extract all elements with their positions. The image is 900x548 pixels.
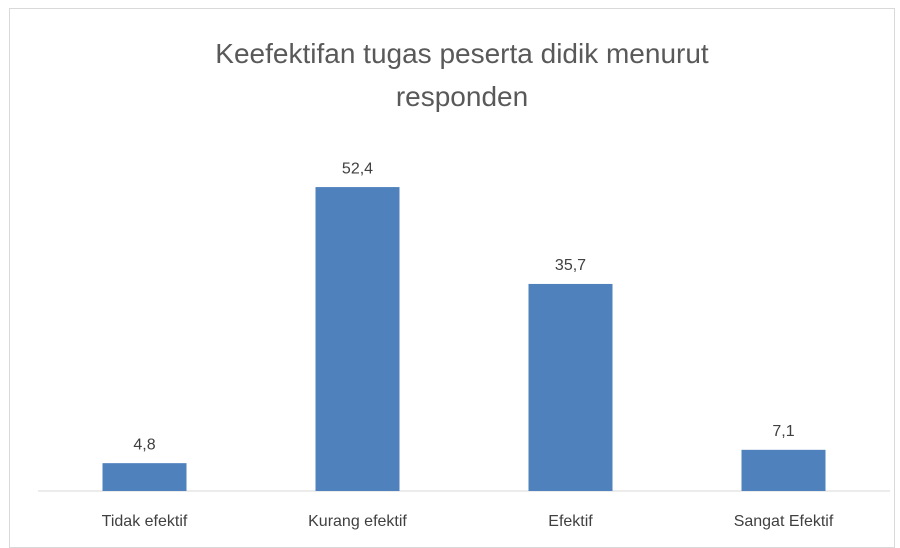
- chart-title: Keefektifan tugas peserta didik menurut …: [215, 38, 709, 112]
- bar: [741, 449, 826, 491]
- data-label: 35,7: [555, 257, 586, 274]
- data-label: 7,1: [772, 423, 794, 440]
- data-label: 52,4: [342, 160, 373, 177]
- x-tick-label: Sangat Efektif: [734, 513, 834, 530]
- bar: [102, 463, 187, 491]
- x-tick-label: Tidak efektif: [102, 513, 188, 530]
- data-label: 4,8: [133, 436, 155, 453]
- x-tick-label: Kurang efektif: [308, 513, 407, 530]
- bar: [315, 187, 400, 491]
- bar: [528, 283, 613, 491]
- x-tick-label: Efektif: [548, 513, 593, 530]
